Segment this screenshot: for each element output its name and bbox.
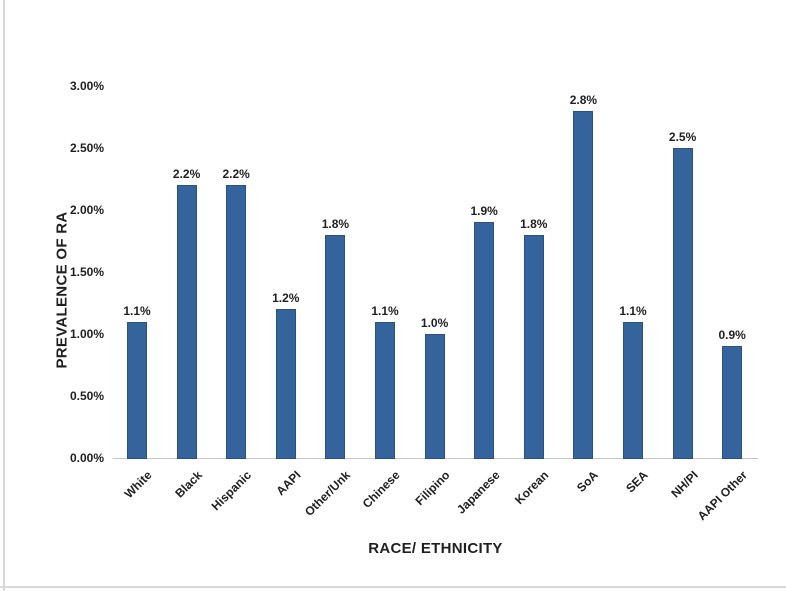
y-tick-label: 3.00% [69, 79, 104, 93]
bar-value-label: 2.8% [569, 93, 598, 107]
bar-hispanic [226, 185, 247, 459]
category-label: NH/PI [667, 468, 701, 501]
page-border-left [3, 0, 5, 591]
bar-value-label: 1.8% [321, 217, 350, 231]
bar-white [127, 322, 147, 459]
category-label: SEA [623, 468, 651, 496]
bar-korean [523, 235, 544, 459]
bar-value-label: 1.0% [420, 316, 449, 330]
bar-sea [623, 322, 643, 459]
bar-filipino [424, 334, 445, 459]
bar-aapi-other [722, 346, 743, 459]
y-tick-label: 2.00% [69, 203, 104, 217]
bar-black [176, 185, 197, 459]
y-tick-label: 0.00% [69, 451, 104, 465]
category-label: Filipino [412, 468, 453, 509]
category-label: White [121, 468, 155, 502]
bar-value-label: 1.9% [470, 204, 498, 218]
bar-value-label: 2.5% [668, 130, 697, 144]
bar-value-label: 2.2% [172, 167, 201, 181]
bar-nh-pi [672, 148, 693, 459]
bar-value-label: 1.8% [520, 217, 548, 231]
category-label: AAPI [273, 468, 304, 499]
bar-chinese [375, 322, 395, 459]
bar-soa [573, 111, 594, 459]
bar-aapi [275, 309, 296, 459]
category-label: Japanese [453, 468, 503, 517]
y-tick-label: 1.50% [69, 265, 104, 279]
y-axis-title: PREVALENCE OF RA [53, 211, 71, 369]
bar-value-label: 1.1% [371, 304, 399, 318]
bar-value-label: 0.9% [718, 328, 746, 342]
x-axis-title: RACE/ ETHNICITY [368, 540, 503, 557]
bar-value-label: 1.1% [123, 304, 151, 318]
page-border-bottom [0, 586, 786, 588]
bar-japanese [474, 222, 495, 459]
category-label: SoA [574, 468, 602, 495]
y-tick-label: 1.00% [69, 327, 104, 341]
y-tick-label: 2.50% [69, 141, 104, 155]
bar-value-label: 2.2% [222, 167, 250, 181]
category-label: AAPI Other [694, 468, 751, 524]
category-label: Chinese [359, 468, 403, 511]
category-label: Korean [512, 468, 552, 508]
category-label: Other/Unk [302, 468, 354, 519]
category-label: Hispanic [208, 468, 255, 514]
bar-value-label: 1.2% [272, 291, 300, 305]
category-label: Black [171, 468, 205, 501]
bar-other-unk [325, 235, 346, 459]
bar-value-label: 1.1% [619, 304, 647, 318]
y-tick-label: 0.50% [69, 389, 104, 403]
